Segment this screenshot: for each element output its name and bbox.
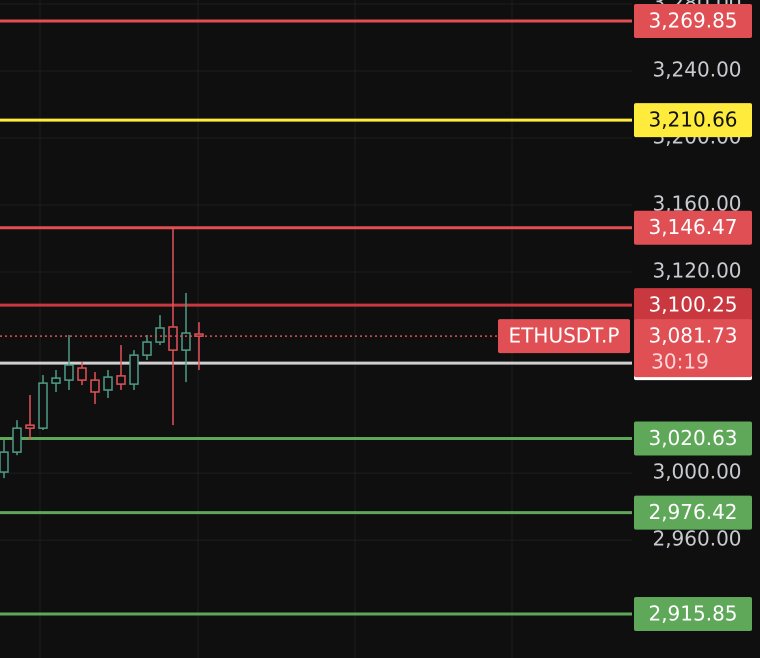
price-label: 3,020.63 <box>648 426 737 450</box>
candle-body <box>181 332 191 351</box>
candle-body <box>129 354 139 385</box>
countdown-label: 30:19 <box>651 350 709 374</box>
candle-body <box>155 327 165 343</box>
candle-body <box>38 382 48 429</box>
price-label: 3,146.47 <box>648 215 737 239</box>
symbol-label: ETHUSDT.P <box>509 324 620 348</box>
candle-body <box>0 451 9 473</box>
price-label: 2,915.85 <box>648 602 737 626</box>
y-tick-label: 3,120.00 <box>652 259 741 283</box>
y-tick-label: 2,960.00 <box>652 527 741 551</box>
candle-body <box>116 375 126 385</box>
price-label-box <box>634 288 752 323</box>
candle-body <box>168 326 178 351</box>
y-tick-label: 3,000.00 <box>652 460 741 484</box>
price-label-box <box>634 4 752 39</box>
price-label-box <box>634 421 752 456</box>
candle-body <box>51 377 61 384</box>
price-label-box <box>634 210 752 245</box>
symbol-box <box>498 319 630 354</box>
price-label: 3,269.85 <box>648 9 737 33</box>
candle-body <box>64 364 74 381</box>
price-label-box <box>634 597 752 632</box>
candle-body <box>103 376 113 391</box>
candle-body <box>12 427 22 453</box>
current-price-box <box>634 319 752 378</box>
price-label-box <box>634 103 752 138</box>
candle-body <box>77 367 87 381</box>
price-label: 3,210.66 <box>648 108 737 132</box>
candle-body <box>194 333 204 337</box>
candle-body <box>90 379 100 393</box>
price-label: 3,100.25 <box>648 293 737 317</box>
y-tick-label: 3,240.00 <box>652 58 741 82</box>
current-price-label: 3,081.73 <box>648 324 737 348</box>
candle-body <box>25 424 35 429</box>
candle-body <box>142 341 152 356</box>
price-label-box <box>634 495 752 530</box>
price-label: 2,976.42 <box>648 500 737 524</box>
